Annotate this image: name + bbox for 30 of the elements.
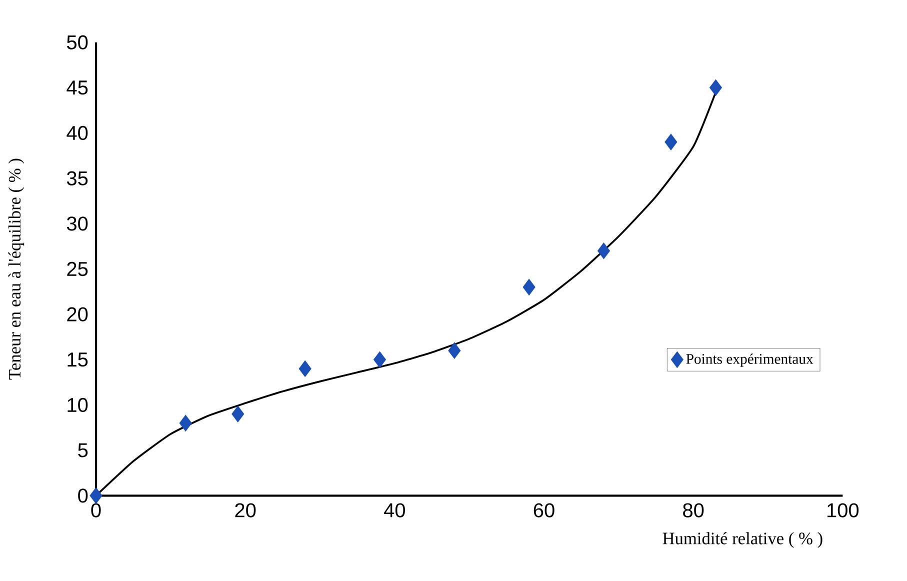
x-tick-label: 80 [683,503,704,518]
point [522,278,536,296]
y-tick-label: 40 [66,126,88,140]
point [709,79,722,96]
y-tick-label: 20 [67,307,88,322]
x-axis-title: Humidité relative ( % ) [662,532,822,548]
point [597,242,610,260]
y-tick-label: 30 [66,216,88,231]
point [298,360,312,377]
x-tick-label: 100 [828,503,859,518]
point [232,406,244,422]
y-tick-label: 50 [67,35,88,50]
point [448,342,461,359]
x-tick-label: 20 [235,503,256,518]
point [373,351,386,368]
y-axis-title: Teneur en eau à l'équilibre ( % ) [8,158,24,380]
y-tick-label: 15 [68,352,88,367]
y-tick-label: 45 [66,80,88,95]
x-tick-label: 60 [534,503,554,518]
y-tick-label: 35 [66,171,88,186]
point [664,134,678,150]
x-tick-label: 40 [384,503,405,518]
x-tick-label: 0 [91,503,101,518]
y-tick-label: 0 [78,488,88,503]
y-tick-label: 10 [68,398,88,412]
y-tick-label: 5 [78,443,88,458]
point [179,414,192,432]
legend-label: Points expérimentaux [686,354,814,367]
y-tick-label: 25 [67,262,88,276]
point [90,487,102,504]
